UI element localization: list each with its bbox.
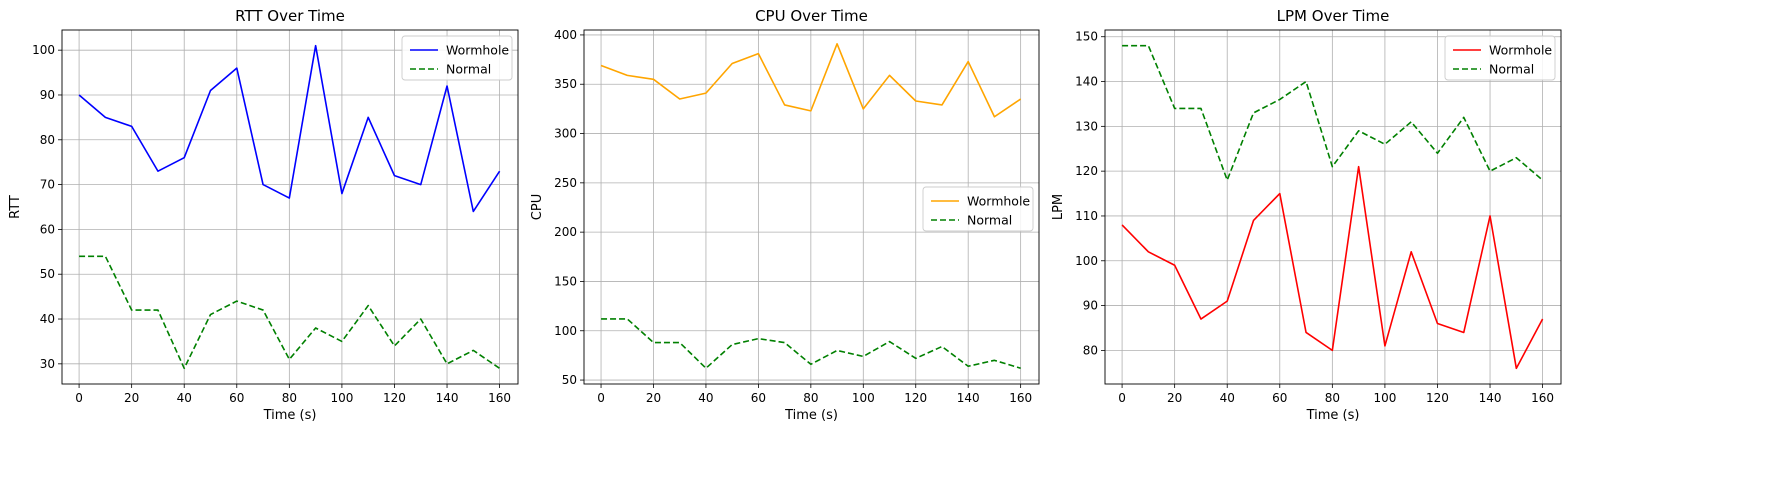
series-line-wormhole (1121, 165, 1544, 370)
x-tick-label: 0 (597, 391, 605, 405)
chart-panel-2: 0 20 40 60 80 100 120 140 160 80 90 100 110 120 130 140… (1051, 7, 1562, 423)
x-tick-label: 140 (1479, 391, 1502, 405)
x-axis-label: Time (s) (263, 408, 317, 423)
y-tick-label: 150 (554, 274, 577, 288)
x-tick-label: 60 (751, 391, 766, 405)
x-tick-label: 80 (1325, 391, 1340, 405)
y-axis-label: LPM (1051, 194, 1066, 220)
y-tick-label: 350 (554, 77, 577, 91)
legend-label: Normal (967, 213, 1012, 228)
legend-label: Normal (1489, 62, 1534, 77)
axes-frame (1104, 29, 1562, 385)
x-tick-label: 160 (488, 391, 511, 405)
x-tick-label: 20 (646, 391, 661, 405)
series-line-wormhole (78, 44, 501, 213)
plot-area (62, 30, 518, 384)
x-tick-label: 140 (957, 391, 980, 405)
legend-label: Wormhole (967, 194, 1030, 209)
series-line-normal (79, 255, 501, 370)
x-tick-label: 0 (1118, 391, 1126, 405)
chart-panel-1: 0 20 40 60 80 100 120 140 160 50 100 150 200 250 300 35… (530, 7, 1040, 423)
series-line-wormhole (600, 43, 1022, 118)
y-tick-label: 30 (40, 357, 55, 371)
y-tick-label: 200 (554, 225, 577, 239)
y-tick-label: 100 (1075, 254, 1098, 268)
y-tick-label: 80 (1083, 343, 1098, 357)
chart-title: CPU Over Time (755, 7, 868, 25)
y-tick-label: 90 (40, 88, 55, 102)
x-tick-label: 100 (852, 391, 875, 405)
y-tick-label: 140 (1075, 75, 1098, 89)
chart-title: RTT Over Time (235, 7, 345, 25)
y-tick-label: 110 (1075, 209, 1098, 223)
x-tick-label: 40 (1220, 391, 1235, 405)
axes-frame (61, 29, 519, 385)
x-tick-label: 80 (282, 391, 297, 405)
y-tick-label: 120 (1075, 164, 1098, 178)
x-tick-label: 0 (75, 391, 83, 405)
axes-frame (583, 29, 1040, 385)
x-tick-label: 80 (803, 391, 818, 405)
x-axis-label: Time (s) (1306, 408, 1360, 423)
plot-area (1105, 30, 1561, 384)
series-line-normal (1122, 44, 1544, 181)
y-tick-label: 70 (40, 178, 55, 192)
y-tick-label: 100 (554, 324, 577, 338)
x-tick-label: 40 (177, 391, 192, 405)
x-tick-label: 20 (1167, 391, 1182, 405)
x-tick-label: 140 (436, 391, 459, 405)
legend: Wormhole Normal (922, 186, 1034, 232)
x-tick-label: 20 (124, 391, 139, 405)
y-tick-label: 100 (32, 43, 55, 57)
x-tick-label: 60 (1272, 391, 1287, 405)
y-tick-label: 150 (1075, 30, 1098, 44)
y-axis-label: RTT (8, 195, 23, 219)
y-tick-label: 40 (40, 312, 55, 326)
y-tick-label: 60 (40, 222, 55, 236)
y-tick-label: 80 (40, 133, 55, 147)
y-tick-label: 50 (562, 373, 577, 387)
y-tick-label: 130 (1075, 119, 1098, 133)
legend-label: Wormhole (1489, 43, 1552, 58)
y-tick-label: 90 (1083, 299, 1098, 313)
x-tick-label: 100 (330, 391, 353, 405)
y-tick-label: 50 (40, 267, 55, 281)
legend: Wormhole Normal (1444, 35, 1556, 81)
x-tick-label: 40 (698, 391, 713, 405)
series-line-normal (601, 318, 1021, 370)
x-tick-label: 120 (1426, 391, 1449, 405)
y-axis-label: CPU (530, 194, 545, 220)
x-tick-label: 60 (229, 391, 244, 405)
x-tick-label: 160 (1531, 391, 1554, 405)
x-tick-label: 160 (1009, 391, 1032, 405)
y-tick-label: 250 (554, 176, 577, 190)
chart-panel-0: 0 20 40 60 80 100 120 140 160 30 40 50 60 70 80 90 100 RT… (8, 7, 519, 423)
legend-label: Normal (446, 62, 491, 77)
chart-title: LPM Over Time (1277, 7, 1390, 25)
y-tick-label: 400 (554, 28, 577, 42)
x-axis-label: Time (s) (784, 408, 838, 423)
legend-label: Wormhole (446, 43, 509, 58)
legend: Wormhole Normal (401, 35, 513, 81)
x-tick-label: 100 (1373, 391, 1396, 405)
y-tick-label: 300 (554, 127, 577, 141)
x-tick-label: 120 (383, 391, 406, 405)
x-tick-label: 120 (904, 391, 927, 405)
